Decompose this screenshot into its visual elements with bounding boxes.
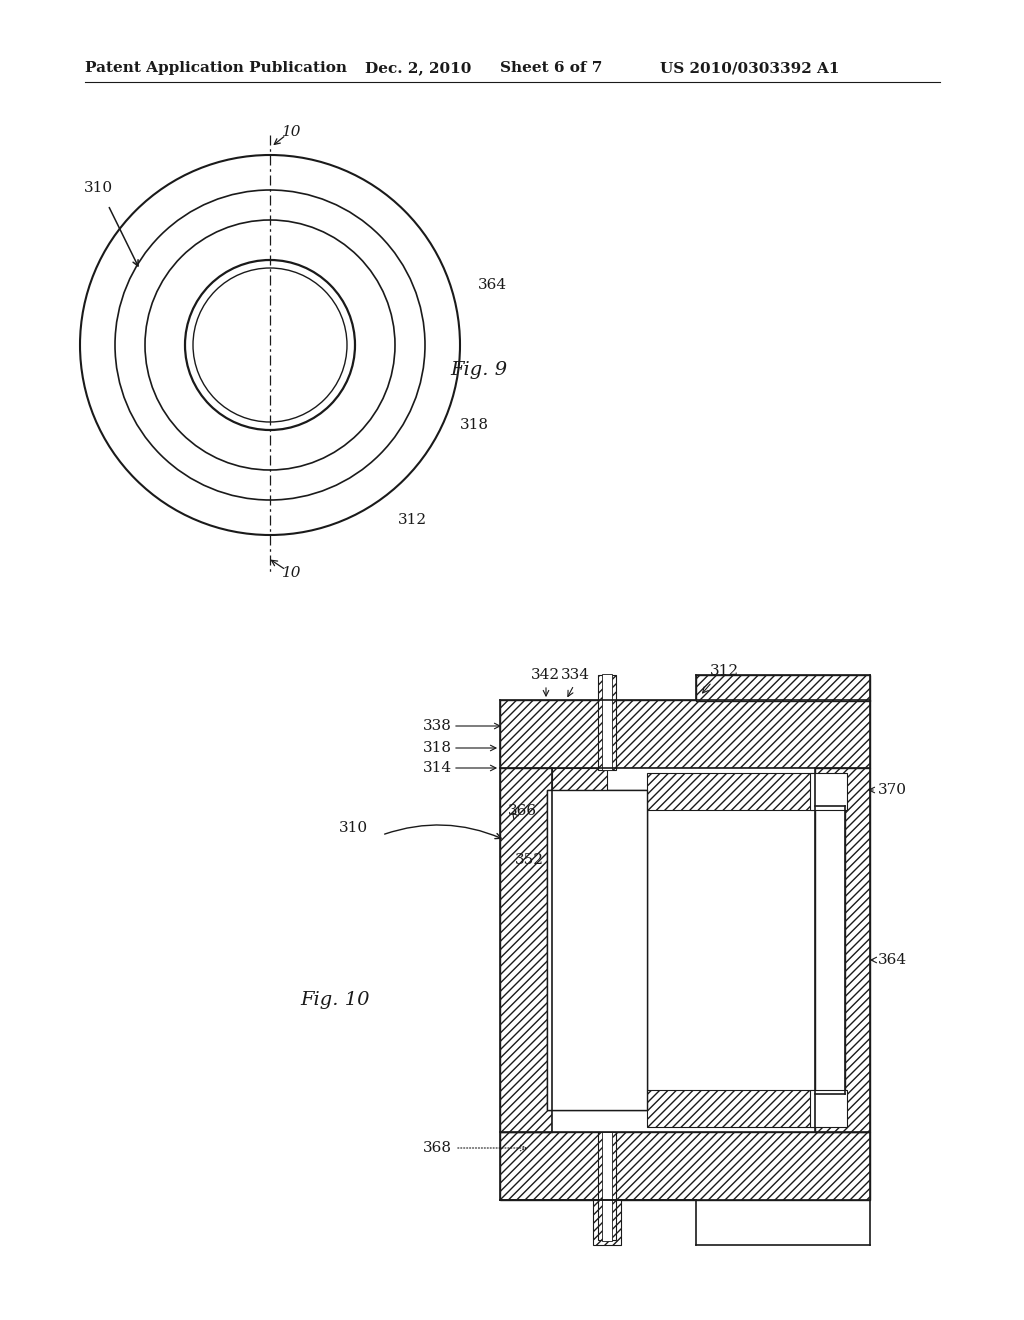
Bar [553, 770, 814, 1131]
Text: 10: 10 [282, 125, 301, 139]
Text: 10: 10 [282, 566, 301, 579]
Bar [593, 1200, 621, 1245]
Bar [598, 1133, 616, 1239]
Bar [647, 774, 815, 810]
Text: 338: 338 [423, 719, 452, 733]
Text: Sheet 6 of 7: Sheet 6 of 7 [500, 61, 602, 75]
Text: 318: 318 [423, 741, 452, 755]
Text: Fig. 10: Fig. 10 [300, 991, 370, 1008]
Bar [500, 768, 552, 1133]
Bar [602, 675, 612, 770]
Bar [552, 768, 815, 1133]
Text: Fig. 9: Fig. 9 [450, 360, 507, 379]
Text: 318: 318 [460, 418, 489, 432]
Bar [500, 1133, 870, 1200]
Bar [598, 675, 616, 770]
Text: 366: 366 [508, 804, 538, 818]
Text: 310: 310 [339, 821, 368, 836]
Bar [547, 789, 647, 1110]
Text: 312: 312 [398, 513, 427, 527]
Bar [815, 768, 870, 1133]
Text: 352: 352 [515, 853, 544, 867]
Bar [500, 700, 870, 768]
Text: 368: 368 [423, 1140, 452, 1155]
Text: Patent Application Publication: Patent Application Publication [85, 61, 347, 75]
Text: Dec. 2, 2010: Dec. 2, 2010 [365, 61, 471, 75]
Text: 314: 314 [423, 762, 452, 775]
Text: 312: 312 [710, 664, 739, 678]
Text: US 2010/0303392 A1: US 2010/0303392 A1 [660, 61, 840, 75]
Bar [815, 807, 845, 1094]
Bar [647, 1090, 815, 1127]
Bar [547, 789, 647, 1110]
Text: 370: 370 [878, 783, 907, 797]
Text: 334: 334 [560, 668, 590, 682]
Bar [810, 1090, 847, 1127]
Bar [550, 789, 590, 828]
Bar [552, 768, 607, 800]
Bar [696, 675, 870, 701]
Bar [602, 1133, 612, 1241]
Text: 342: 342 [530, 668, 559, 682]
Text: 364: 364 [878, 953, 907, 968]
Text: 364: 364 [478, 279, 507, 292]
Text: 310: 310 [83, 181, 113, 195]
Bar [810, 774, 847, 810]
